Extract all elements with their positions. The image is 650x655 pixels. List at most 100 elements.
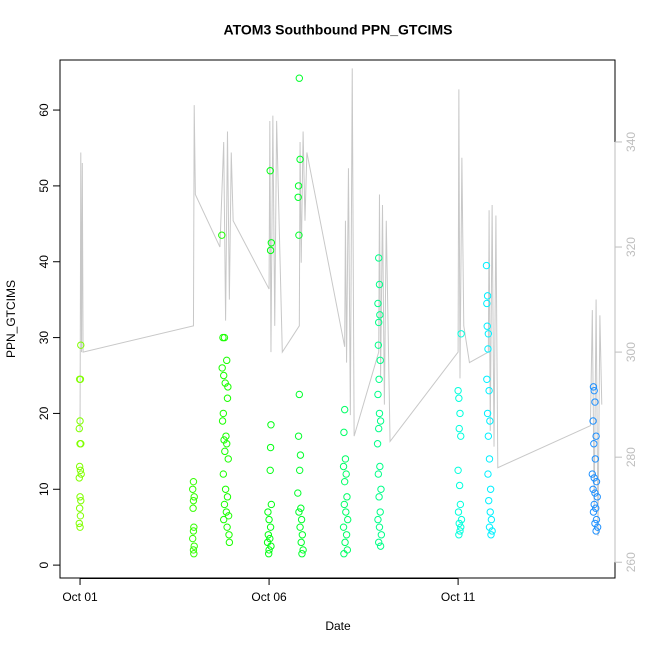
scatter-point [455,424,463,433]
scatter-point [220,333,229,342]
scatter-point [485,386,493,395]
scatter-point [591,398,599,406]
scatter-point [222,508,231,516]
scatter-point [295,508,303,516]
scatter-point [455,519,463,528]
scatter-point [75,474,83,482]
y2-tick-label: 280 [624,447,638,467]
scatter-point [297,504,305,512]
scatter-point [189,477,198,486]
scatter-point [265,515,273,524]
x-axis-label: Date [325,619,351,633]
scatter-point [294,182,303,190]
scatter-point [592,527,600,535]
scatter-point [487,515,496,524]
scatter-point [590,474,598,482]
scatter-point [488,527,496,535]
scatter-point [485,496,493,505]
scatter-point [591,519,599,528]
scatter-point [588,470,597,478]
scatter-point [375,280,384,289]
scatter-point [486,417,494,425]
y2-tick-label: 320 [624,237,638,257]
y2-tick-label: 340 [624,132,638,152]
scatter-point [223,356,231,365]
scatter-point [77,341,85,349]
scatter-point [190,523,198,531]
scatter-point [373,440,382,448]
scatter-point [457,515,466,524]
scatter-point [75,519,83,528]
scatter-point [76,375,85,383]
scatter-point [483,299,491,308]
scatter-point [223,440,231,448]
scatter-point [456,527,464,535]
scatter-point [76,417,84,425]
scatter-point [590,386,598,395]
scatter-point [298,531,307,539]
scatter-point [266,167,274,175]
scatter-point [377,531,386,539]
scatter-point [484,345,492,353]
scatter-point [219,470,228,478]
scatter-point [190,550,198,558]
scatter-point [224,455,232,463]
scatter-point [377,485,385,493]
scatter-point [454,508,463,516]
scatter-point [375,493,383,501]
scatter-point [189,534,197,543]
scatter-point [76,466,85,475]
scatter-point [266,246,275,255]
scatter-point [220,515,228,524]
scatter-point [455,481,464,490]
scatter-point [342,531,351,539]
scatter-point [375,538,383,547]
scatter-point [483,322,491,330]
scatter-point [298,550,306,558]
scatter-point [221,447,229,456]
scatter-point [486,508,494,516]
scatter-point [220,436,228,444]
scatter-point [376,311,384,319]
scatter-point [190,493,198,501]
scatter-point [593,523,602,531]
scatter-point [487,531,495,539]
scatter-point [456,409,464,418]
x-tick-label: Oct 06 [251,590,287,604]
scatter-point [456,500,465,509]
scatter-point [76,493,84,501]
scatter-point [375,424,383,433]
scatter-point [266,523,275,531]
scatter-point [592,432,600,440]
scatter-point [455,394,463,402]
scatter-point [264,531,273,539]
chart-title: ATOM3 Southbound PPN_GTCIMS [224,22,453,38]
scatter-point [375,254,383,262]
scatter-point [374,390,382,399]
scatter-point [483,292,492,300]
scatter-point [224,512,233,520]
scatter-point [375,523,384,531]
scatter-point [342,508,350,516]
y-tick-label: 10 [37,482,51,496]
scatter-point [589,508,598,516]
y2-tick-label: 300 [624,342,638,362]
scatter-point [374,299,382,308]
scatter-point [344,515,352,524]
scatter-point [223,394,232,402]
scatter-point [189,546,198,554]
scatter-point [340,550,348,558]
scatter-point [590,440,598,448]
scatter-point [296,155,304,164]
scatter-point [267,239,276,247]
scatter-point [592,515,601,524]
scatter-point [299,546,307,554]
scatter-point [484,330,493,338]
scatter-point [75,504,84,512]
x-tick-label: Oct 11 [441,590,476,604]
scatter-point [340,500,349,509]
scatter-point [223,523,231,531]
scatter-point [189,496,198,505]
scatter-point [77,440,85,448]
